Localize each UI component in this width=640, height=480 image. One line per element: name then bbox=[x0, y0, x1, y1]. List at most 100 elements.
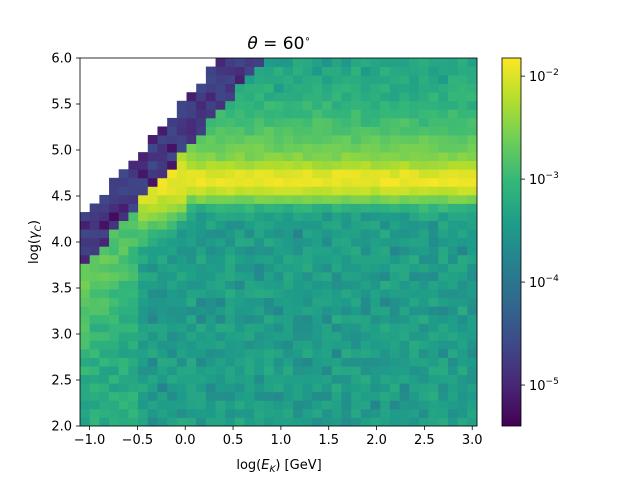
heatmap-cell bbox=[215, 203, 226, 213]
heatmap-cell bbox=[389, 314, 400, 324]
heatmap-cell bbox=[418, 366, 429, 376]
heatmap-cell bbox=[331, 83, 342, 93]
heatmap-cell bbox=[360, 169, 371, 179]
heatmap-cell bbox=[389, 75, 400, 85]
heatmap-cell bbox=[447, 280, 459, 290]
heatmap-cell bbox=[254, 186, 265, 196]
heatmap-cell bbox=[447, 186, 459, 196]
heatmap-cell bbox=[302, 135, 313, 144]
heatmap-cell bbox=[147, 263, 158, 273]
heatmap-cell bbox=[389, 323, 400, 333]
heatmap-cell bbox=[428, 340, 439, 350]
heatmap-cell bbox=[302, 109, 313, 119]
heatmap-cell bbox=[215, 323, 226, 333]
heatmap-cell bbox=[428, 66, 439, 76]
heatmap-cell bbox=[467, 186, 478, 196]
heatmap-cell bbox=[389, 58, 400, 67]
heatmap-cell bbox=[438, 169, 449, 179]
heatmap-cell bbox=[409, 75, 420, 85]
heatmap-cell bbox=[118, 374, 129, 384]
heatmap-cell bbox=[128, 323, 139, 333]
heatmap-cell bbox=[215, 143, 226, 153]
heatmap-cell bbox=[254, 229, 265, 239]
heatmap-cell bbox=[138, 323, 149, 333]
heatmap-cell bbox=[293, 331, 304, 341]
heatmap-cell bbox=[293, 417, 304, 427]
heatmap-cell bbox=[205, 143, 216, 153]
heatmap-cell bbox=[380, 186, 391, 196]
heatmap-cell bbox=[118, 194, 129, 204]
heatmap-cell bbox=[389, 109, 400, 119]
heatmap-cell bbox=[409, 331, 420, 341]
heatmap-cell bbox=[467, 254, 478, 264]
heatmap-cell bbox=[147, 348, 158, 358]
heatmap-cell bbox=[418, 143, 429, 153]
heatmap-cell bbox=[380, 75, 391, 85]
heatmap-cell bbox=[109, 306, 120, 316]
heatmap-cell bbox=[322, 237, 333, 247]
heatmap-cell bbox=[234, 160, 246, 170]
heatmap-cell bbox=[399, 289, 410, 299]
heatmap-cell bbox=[109, 348, 120, 358]
heatmap-cell bbox=[147, 391, 158, 401]
heatmap-cell bbox=[128, 331, 139, 341]
heatmap-cell bbox=[399, 254, 410, 264]
heatmap-cell bbox=[399, 126, 410, 136]
heatmap-cell bbox=[254, 348, 265, 358]
heatmap-cell bbox=[428, 203, 439, 213]
heatmap-cell bbox=[322, 263, 333, 273]
heatmap-cell bbox=[302, 271, 313, 281]
heatmap-cell bbox=[186, 109, 197, 119]
heatmap-cell bbox=[293, 229, 304, 239]
heatmap-cell bbox=[89, 323, 100, 333]
heatmap-cell bbox=[128, 169, 139, 179]
heatmap-cell bbox=[418, 126, 429, 136]
heatmap-cell bbox=[428, 246, 439, 256]
heatmap-cell bbox=[176, 331, 187, 341]
heatmap-cell bbox=[225, 306, 236, 316]
heatmap-cell bbox=[283, 135, 294, 144]
heatmap-cell bbox=[186, 383, 197, 393]
heatmap-cell bbox=[457, 92, 468, 102]
heatmap-cell bbox=[283, 203, 294, 213]
heatmap-cell bbox=[205, 246, 216, 256]
heatmap-cell bbox=[331, 314, 342, 324]
heatmap-cell bbox=[147, 271, 158, 281]
heatmap-cell bbox=[147, 160, 158, 170]
heatmap-cell bbox=[380, 246, 391, 256]
heatmap-cell bbox=[370, 186, 381, 196]
heatmap-cell bbox=[283, 169, 294, 179]
heatmap-cell bbox=[418, 289, 429, 299]
heatmap-cell bbox=[109, 417, 120, 427]
heatmap-cell bbox=[457, 169, 468, 179]
heatmap-cell bbox=[428, 160, 439, 170]
heatmap-cell bbox=[409, 203, 420, 213]
heatmap-cell bbox=[176, 348, 187, 358]
heatmap-cell bbox=[244, 348, 255, 358]
heatmap-cell bbox=[234, 92, 246, 102]
heatmap-cell bbox=[351, 306, 362, 316]
heatmap-cell bbox=[157, 186, 168, 196]
heatmap-cell bbox=[118, 254, 129, 264]
heatmap-cell bbox=[147, 357, 158, 367]
heatmap-cell bbox=[118, 186, 129, 196]
heatmap-cell bbox=[322, 323, 333, 333]
heatmap-cell bbox=[322, 280, 333, 290]
heatmap-cell bbox=[322, 152, 333, 162]
heatmap-cell bbox=[118, 212, 129, 222]
heatmap-cell bbox=[467, 212, 478, 222]
heatmap-cell bbox=[138, 229, 149, 239]
heatmap-cell bbox=[225, 100, 236, 110]
heatmap-cell bbox=[428, 400, 439, 410]
heatmap-cell bbox=[293, 246, 304, 256]
heatmap-cell bbox=[360, 348, 371, 358]
heatmap-cell bbox=[380, 177, 391, 187]
heatmap-cell bbox=[312, 323, 323, 333]
heatmap-cell bbox=[302, 100, 313, 110]
heatmap-cell bbox=[438, 126, 449, 136]
heatmap-cell bbox=[99, 366, 110, 376]
heatmap-cell bbox=[128, 263, 139, 273]
heatmap-cell bbox=[283, 83, 294, 93]
heatmap-cell bbox=[234, 177, 246, 187]
heatmap-cell bbox=[80, 314, 91, 324]
